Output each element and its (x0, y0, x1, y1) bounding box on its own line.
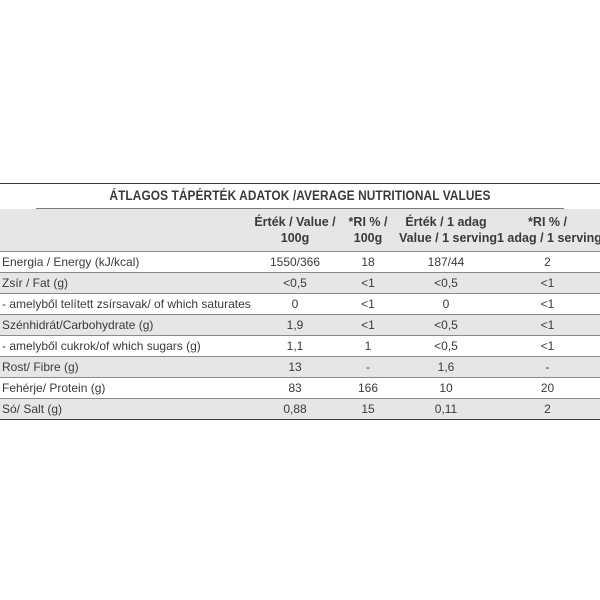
table-row: - amelyből cukrok/of which sugars (g) 1,… (0, 335, 600, 356)
table-row: Energia / Energy (kJ/kcal) 1550/366 18 1… (0, 251, 600, 272)
value-100g: 1550/366 (269, 254, 321, 269)
header-value-serving-line1: Érték / 1 adag (405, 214, 487, 229)
header-value-100g-line1: Érték / Value / (254, 214, 336, 229)
table-title: ÁTLAGOS TÁPÉRTÉK ADATOK /AVERAGE NUTRITI… (36, 184, 564, 209)
header-ri-serving-line1: *RI % / (528, 214, 567, 229)
value-100g: 0 (291, 296, 299, 311)
nutrient-name: Rost/ Fibre (g) (2, 359, 79, 374)
table-row: - amelyből telített zsírsavak/ of which … (0, 293, 600, 314)
value-100g: 1,9 (286, 317, 304, 332)
nutrient-name: - amelyből cukrok/of which sugars (g) (2, 338, 201, 353)
nutrition-grid: Érték / Value / 100g *RI % / 100g Érték … (0, 209, 600, 419)
ri-100g: <1 (361, 317, 375, 332)
header-ri-100g-line1: *RI % / (348, 214, 388, 229)
ri-serving: 20 (540, 380, 555, 395)
ri-100g: - (366, 359, 370, 374)
ri-100g: 18 (361, 254, 375, 269)
value-serving: 10 (439, 380, 453, 395)
header-ri-serving-line2: 1 adag / 1 serving (497, 230, 600, 245)
value-serving: 187/44 (427, 254, 465, 269)
nutrient-name: Energia / Energy (kJ/kcal) (2, 254, 140, 269)
header-value-serving: Érték / 1 adag Value / 1 serving (397, 209, 497, 251)
value-100g: 83 (288, 380, 302, 395)
nutrient-name: Fehérje/ Protein (g) (2, 380, 106, 395)
header-ri-serving: *RI % / 1 adag / 1 serving (495, 209, 600, 251)
header-ri-100g-line2: 100g (353, 230, 383, 245)
nutrient-name: - amelyből telített zsírsavak/ of which … (2, 296, 251, 311)
table-row: Rost/ Fibre (g) 13 - 1,6 - (0, 356, 600, 377)
nutrient-name: Szénhidrát/Carbohydrate (g) (2, 317, 154, 332)
table-row: Só/ Salt (g) 0,88 15 0,11 2 (0, 398, 600, 419)
header-nutrient (0, 209, 251, 251)
value-serving: <0,5 (434, 317, 458, 332)
header-value-100g-line2: 100g (280, 230, 310, 245)
value-serving: 1,6 (437, 359, 455, 374)
ri-100g: <1 (361, 275, 375, 290)
value-100g: 13 (288, 359, 302, 374)
value-serving: 0 (442, 296, 450, 311)
value-100g: 0,88 (283, 401, 307, 416)
header-row: Érték / Value / 100g *RI % / 100g Érték … (0, 209, 600, 251)
value-100g: 1,1 (286, 338, 304, 353)
nutrient-name: Só/ Salt (g) (2, 401, 63, 416)
ri-100g: 166 (357, 380, 379, 395)
table-row: Zsír / Fat (g) <0,5 <1 <0,5 <1 (0, 272, 600, 293)
table-row: Fehérje/ Protein (g) 83 166 10 20 (0, 377, 600, 398)
header-ri-100g: *RI % / 100g (339, 209, 397, 251)
ri-serving: 2 (544, 254, 551, 269)
nutrient-name: Zsír / Fat (g) (2, 275, 68, 290)
header-value-serving-line2: Value / 1 serving (399, 230, 497, 245)
ri-100g: 1 (364, 338, 372, 353)
ri-serving: - (545, 359, 550, 374)
ri-serving: 2 (544, 401, 551, 416)
ri-100g: 15 (361, 401, 375, 416)
header-value-100g: Érték / Value / 100g (251, 209, 339, 251)
table-row: Szénhidrát/Carbohydrate (g) 1,9 <1 <0,5 … (0, 314, 600, 335)
ri-serving: <1 (540, 317, 555, 332)
value-serving: <0,5 (434, 338, 458, 353)
value-serving: <0,5 (434, 275, 458, 290)
nutrition-table: ÁTLAGOS TÁPÉRTÉK ADATOK /AVERAGE NUTRITI… (0, 183, 600, 420)
ri-serving: <1 (540, 275, 555, 290)
ri-serving: <1 (540, 296, 555, 311)
ri-serving: <1 (540, 338, 555, 353)
value-100g: <0,5 (283, 275, 307, 290)
value-serving: 0,11 (434, 401, 458, 416)
ri-100g: <1 (361, 296, 375, 311)
